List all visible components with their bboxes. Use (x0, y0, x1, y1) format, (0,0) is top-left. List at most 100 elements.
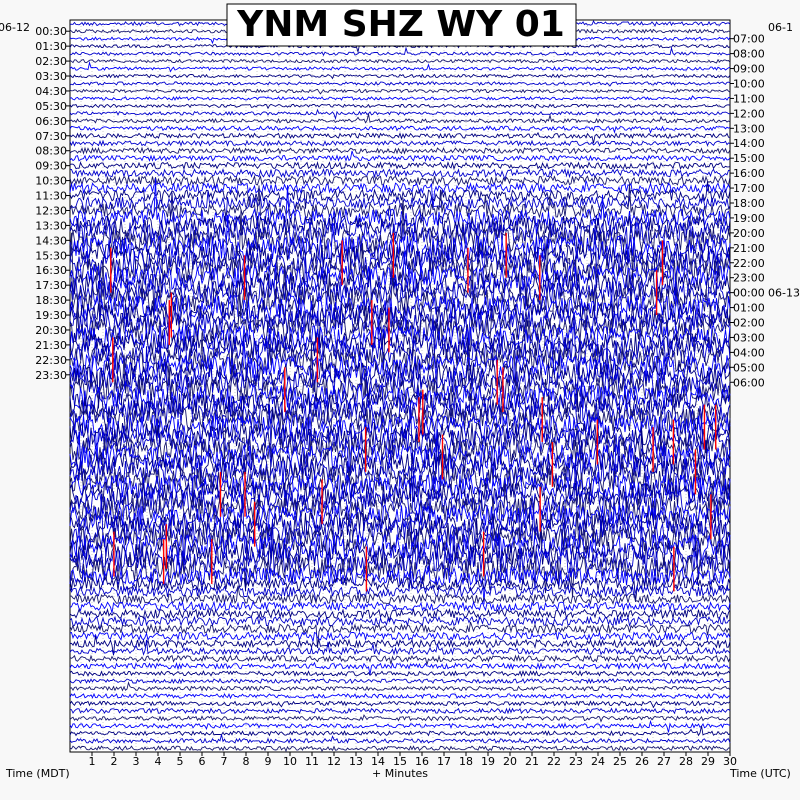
y-tick-label-right: 05:00 (733, 361, 765, 374)
x-tick-label: 22 (547, 755, 561, 768)
trace-row (69, 181, 731, 209)
y-tick-label-left: 08:30 (35, 145, 67, 158)
x-tick-label: 23 (569, 755, 583, 768)
x-tick-label: 27 (657, 755, 671, 768)
y-tick-label-right: 08:00 (733, 48, 765, 61)
trace-row (69, 252, 731, 296)
x-tick-label: 11 (305, 755, 319, 768)
y-tick-label-left: 15:30 (35, 249, 67, 262)
y-tick-label-left: 12:30 (35, 204, 67, 217)
y-axis-label-left: Time (MDT) (5, 767, 70, 780)
x-tick-label: 19 (481, 755, 495, 768)
trace-row (69, 552, 731, 598)
y-tick-label-right: 22:00 (733, 257, 765, 270)
trace-row (69, 254, 731, 329)
y-tick-label-right: 23:00 (733, 272, 765, 285)
x-tick-label: 26 (635, 755, 649, 768)
y-tick-label-right: 19:00 (733, 212, 765, 225)
y-tick-label-left: 06:30 (35, 115, 67, 128)
trace-row (69, 381, 731, 446)
trace-row (69, 139, 731, 147)
trace-row (69, 493, 731, 568)
trace-row (69, 225, 731, 282)
trace-row (69, 150, 731, 163)
y-tick-label-right: 02:00 (733, 317, 765, 330)
x-tick-label: 28 (679, 755, 693, 768)
date-right-mid: 06-13 (768, 287, 800, 300)
trace-row (69, 190, 731, 222)
y-tick-label-left: 07:30 (35, 130, 67, 143)
trace-row (69, 681, 731, 692)
y-tick-label-right: 04:00 (733, 346, 765, 359)
trace-row (69, 60, 731, 73)
y-tick-label-right: 12:00 (733, 107, 765, 120)
y-tick-label-right: 03:00 (733, 331, 765, 344)
x-axis-label: + Minutes (372, 767, 428, 780)
y-tick-label-left: 23:30 (35, 369, 67, 382)
trace-row (69, 615, 731, 630)
date-left-top: 06-12 (0, 21, 30, 34)
trace-row (69, 349, 731, 413)
x-tick-label: 3 (133, 755, 140, 768)
y-tick-label-right: 13:00 (733, 122, 765, 135)
tick-layer: 00:30 01:30 02:30 03:30 04:30 05:30 06:30 07:30… (35, 25, 800, 768)
y-tick-label-right: 00:00 (733, 287, 765, 300)
y-tick-label-left: 22:30 (35, 354, 67, 367)
date-right-top: 06-1 (768, 21, 793, 34)
y-tick-label-left: 09:30 (35, 160, 67, 173)
trace-row (69, 532, 731, 576)
x-tick-label: 21 (525, 755, 539, 768)
y-tick-label-right: 09:00 (733, 63, 765, 76)
trace-row (70, 167, 731, 181)
trace-row (69, 321, 731, 358)
trace-row (69, 725, 731, 737)
trace-row (69, 161, 731, 171)
trace-row (69, 734, 731, 744)
x-tick-label: 12 (327, 755, 341, 768)
y-tick-label-left: 11:30 (35, 190, 67, 203)
y-tick-label-left: 20:30 (35, 324, 67, 337)
y-tick-label-right: 15:00 (733, 152, 765, 165)
y-tick-label-right: 06:00 (733, 376, 765, 389)
x-tick-label: 25 (613, 755, 627, 768)
x-tick-label: 13 (349, 755, 363, 768)
x-tick-label: 2 (111, 755, 118, 768)
trace-row (69, 214, 731, 281)
trace-row (69, 46, 731, 57)
trace-row (69, 344, 731, 419)
x-tick-label: 30 (723, 755, 737, 768)
trace-row (69, 58, 731, 64)
y-tick-label-left: 19:30 (35, 309, 67, 322)
x-tick-label: 17 (437, 755, 451, 768)
trace-row (69, 481, 731, 531)
trace-row (69, 661, 731, 675)
trace-row (69, 600, 731, 614)
y-tick-label-right: 10:00 (733, 77, 765, 90)
x-tick-label: 29 (701, 755, 715, 768)
trace-row (69, 180, 731, 210)
trace-row (69, 429, 731, 501)
trace-row (69, 719, 731, 733)
y-tick-label-left: 16:30 (35, 264, 67, 277)
trace-row (69, 700, 731, 709)
trace-row (69, 341, 731, 397)
trace-row (69, 630, 731, 642)
y-tick-label-right: 21:00 (733, 242, 765, 255)
trace-row (69, 312, 731, 371)
trace-row (69, 43, 731, 54)
y-tick-label-left: 17:30 (35, 279, 67, 292)
trace-row (69, 434, 731, 486)
trace-row (69, 692, 731, 700)
trace-row (69, 394, 731, 461)
trace-row (69, 88, 731, 95)
x-tick-label: 16 (415, 755, 429, 768)
y-tick-label-left: 13:30 (35, 219, 67, 232)
y-tick-label-right: 11:00 (733, 92, 765, 105)
trace-layer (69, 19, 731, 753)
trace-row (69, 404, 731, 464)
chart-title: YNM SHZ WY 01 (236, 4, 565, 45)
trace-row (69, 607, 731, 622)
x-tick-label: 9 (265, 755, 272, 768)
trace-row (70, 585, 731, 606)
